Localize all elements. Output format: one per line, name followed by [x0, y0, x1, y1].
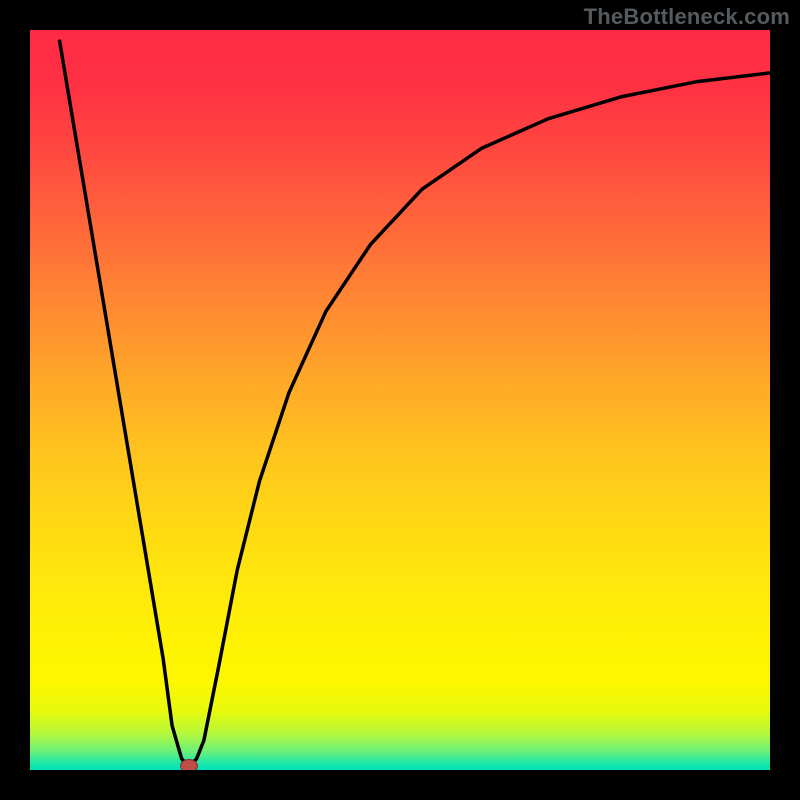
plot-area — [30, 30, 770, 770]
frame-bottom — [0, 770, 800, 800]
watermark-text: TheBottleneck.com — [584, 4, 790, 30]
curve-path — [60, 41, 770, 766]
frame-left — [0, 0, 30, 800]
optimal-point-marker — [180, 759, 198, 770]
bottleneck-curve — [30, 30, 770, 770]
frame-right — [770, 0, 800, 800]
